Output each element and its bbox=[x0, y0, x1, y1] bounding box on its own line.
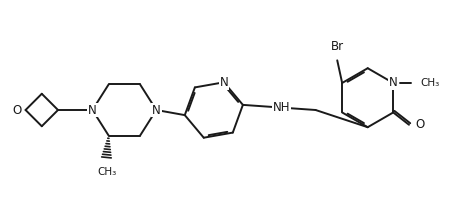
Text: Br: Br bbox=[331, 40, 344, 53]
Text: CH₃: CH₃ bbox=[98, 167, 117, 177]
Text: N: N bbox=[152, 103, 161, 117]
Text: O: O bbox=[13, 103, 22, 117]
Text: O: O bbox=[416, 118, 425, 131]
Text: N: N bbox=[219, 76, 228, 89]
Text: CH₃: CH₃ bbox=[420, 78, 439, 88]
Text: N: N bbox=[389, 77, 397, 90]
Text: N: N bbox=[88, 103, 97, 117]
Text: NH: NH bbox=[273, 101, 290, 114]
